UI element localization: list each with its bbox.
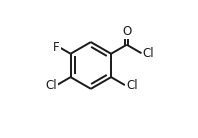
Text: Cl: Cl (45, 79, 57, 92)
Text: O: O (122, 26, 131, 39)
Text: Cl: Cl (126, 79, 138, 92)
Text: F: F (53, 41, 60, 54)
Text: Cl: Cl (143, 47, 154, 60)
